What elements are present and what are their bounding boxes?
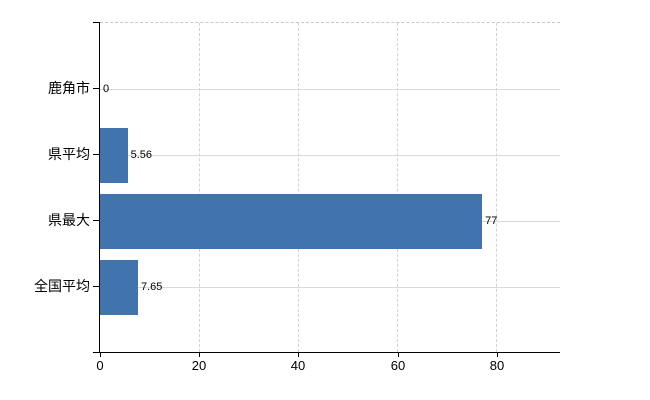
y-axis-tick: [93, 22, 100, 23]
x-tick-label: 20: [191, 358, 207, 373]
category-label-鹿角市: 鹿角市: [48, 80, 90, 96]
vertical-gridline: [496, 23, 498, 352]
y-axis-tick: [93, 88, 100, 89]
y-axis-tick: [93, 220, 100, 221]
category-label-県平均: 県平均: [48, 146, 90, 162]
x-tick-label: 60: [390, 358, 406, 373]
vertical-gridline: [297, 23, 299, 352]
bar-value-label: 0: [103, 83, 110, 95]
y-axis-tick: [93, 154, 100, 155]
bar-value-label: 5.56: [130, 149, 152, 161]
x-axis-tick: [298, 352, 299, 357]
bar-value-label: 77: [485, 215, 498, 227]
y-axis-tick: [93, 286, 100, 287]
x-tick-label: 80: [489, 358, 505, 373]
category-label-県最大: 県最大: [48, 212, 90, 228]
horizontal-gridline: [100, 287, 560, 288]
horizontal-gridline: [100, 155, 560, 156]
y-axis-line: [99, 22, 100, 352]
vertical-gridline: [198, 23, 200, 352]
bar-value-label: 7.65: [140, 281, 163, 293]
bar-県最大: [100, 193, 483, 249]
vertical-gridline: [397, 23, 399, 352]
x-axis-tick: [100, 352, 101, 357]
plot-area: 0 5.56 77 7.65: [100, 22, 560, 352]
bar-全国平均: [100, 259, 138, 315]
horizontal-gridline: [100, 89, 560, 90]
x-axis-tick: [398, 352, 399, 357]
category-label-全国平均: 全国平均: [34, 278, 90, 294]
x-axis-tick: [199, 352, 200, 357]
x-tick-label: 0: [96, 358, 104, 373]
x-axis-line: [93, 352, 560, 353]
bar-県平均: [100, 127, 128, 183]
x-axis-tick: [497, 352, 498, 357]
x-tick-label: 40: [290, 358, 306, 373]
